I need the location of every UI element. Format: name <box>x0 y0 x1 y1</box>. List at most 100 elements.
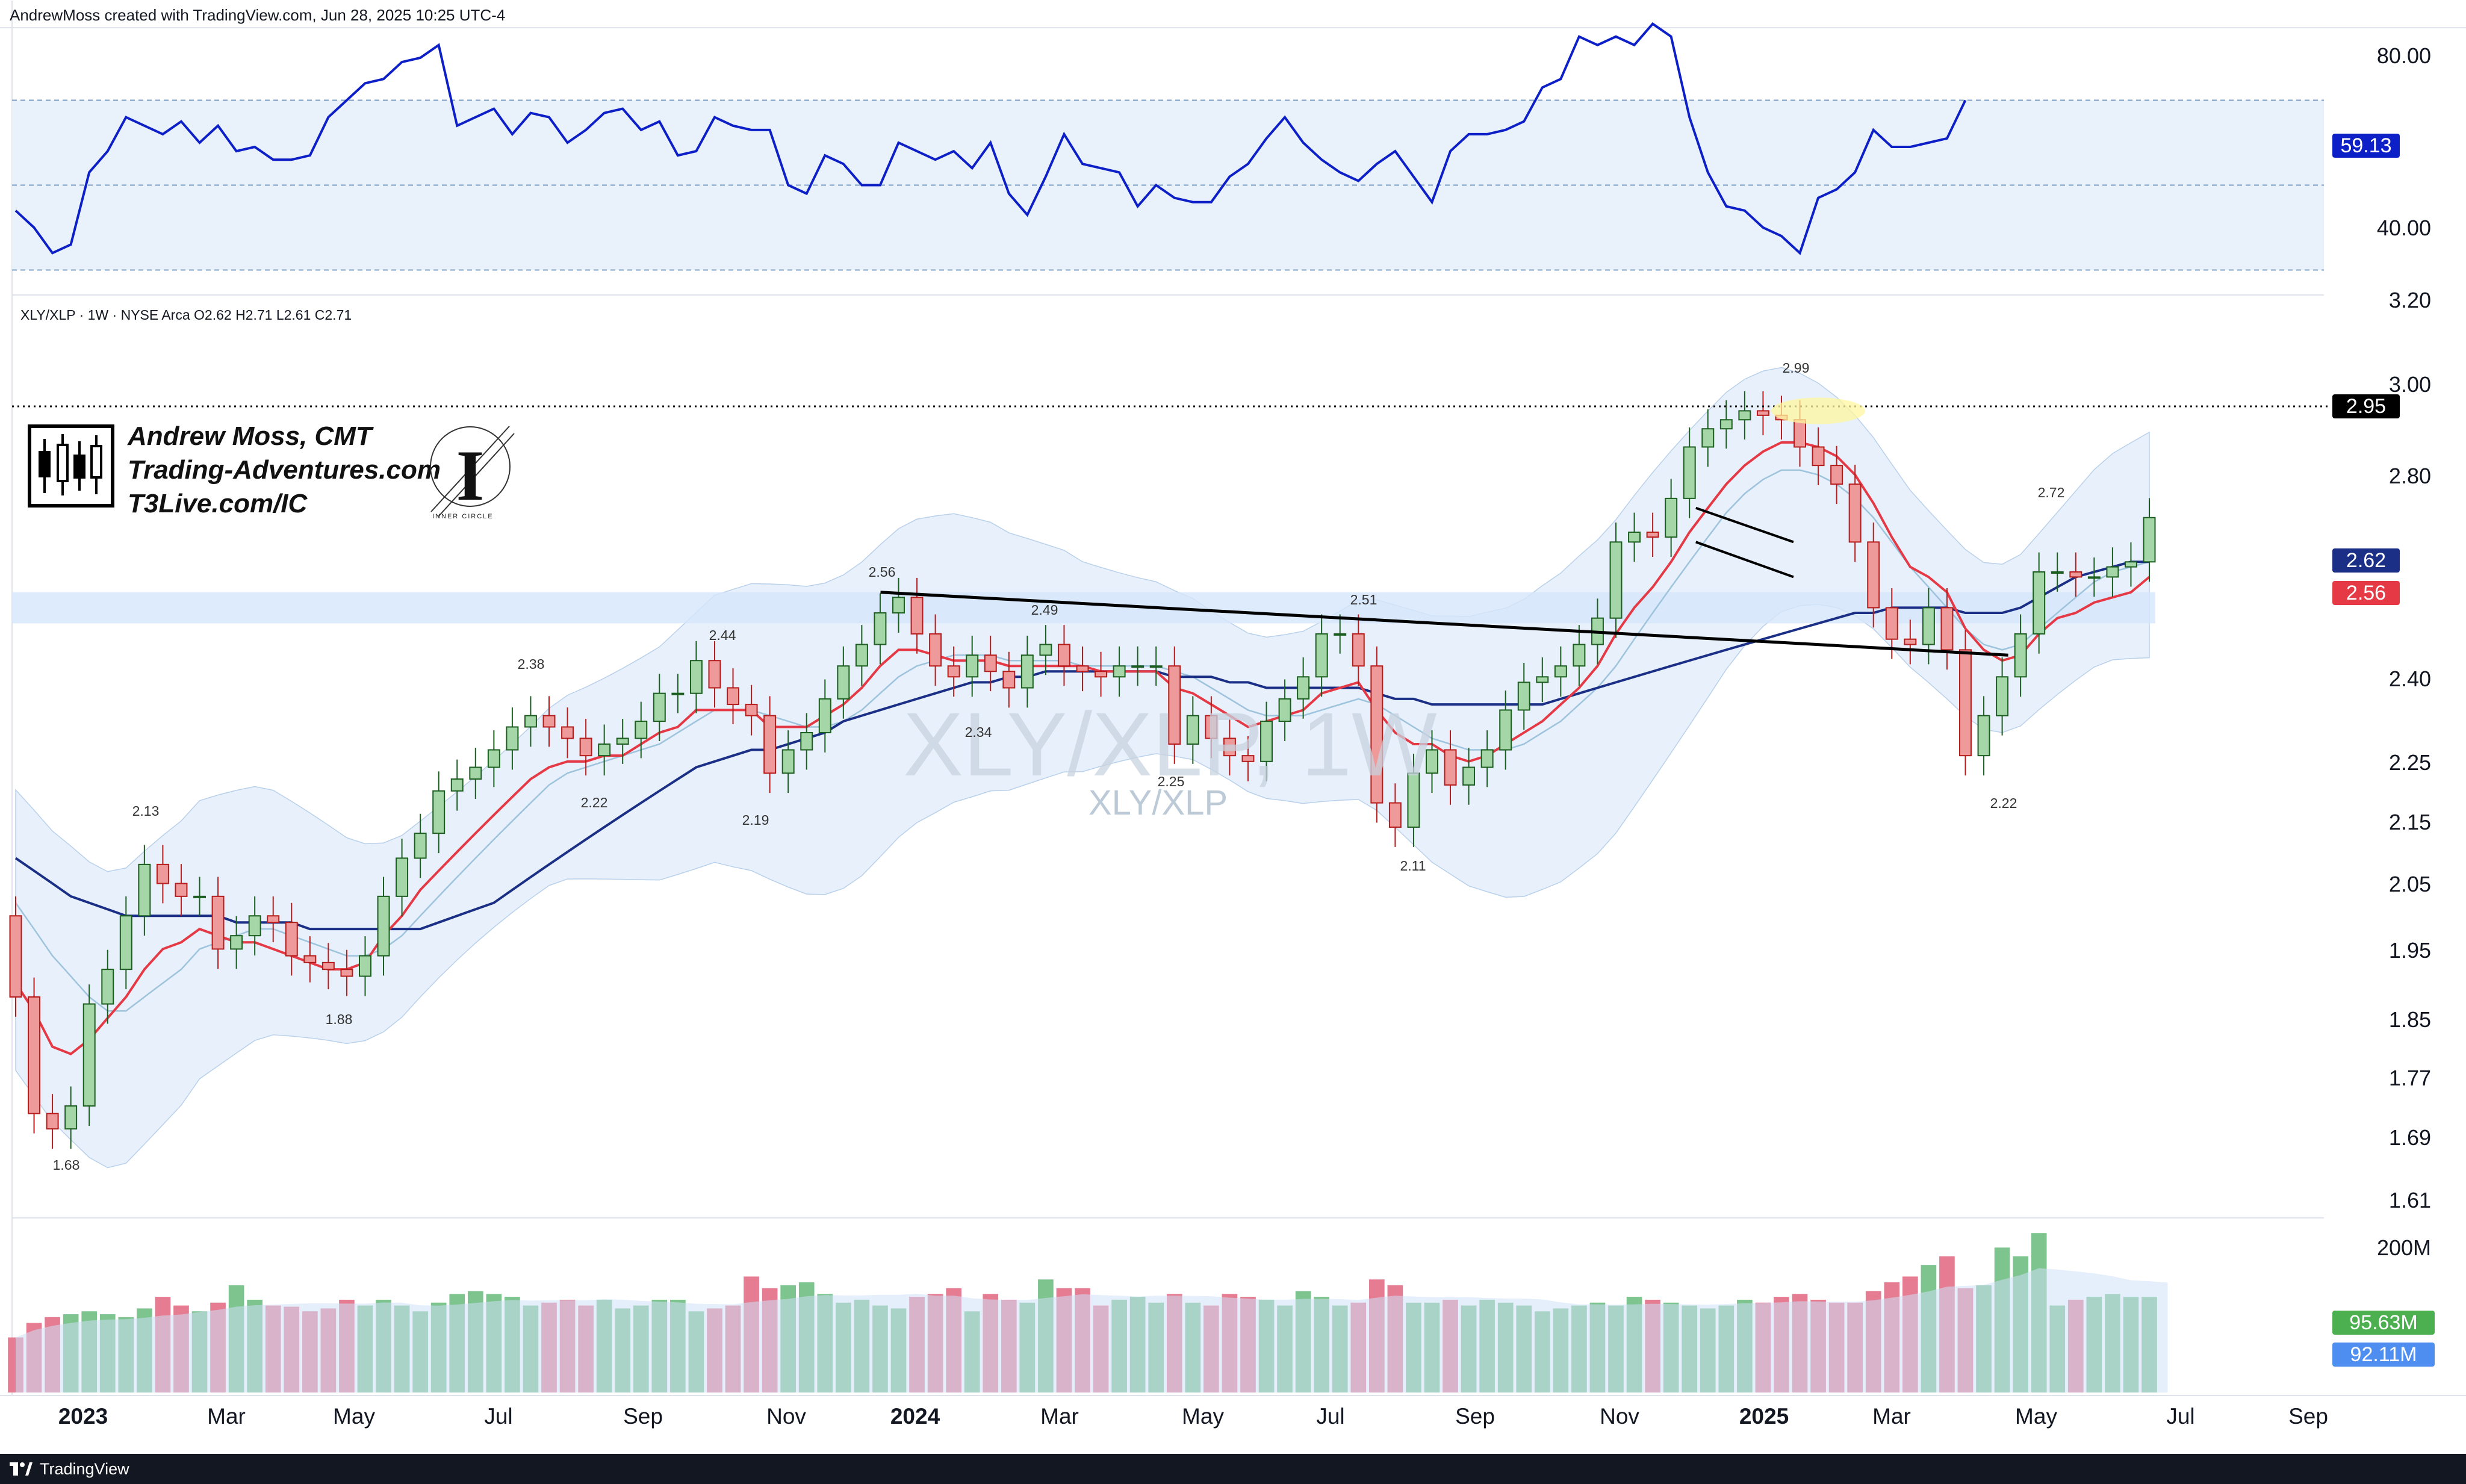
price-annotation: 2.44 <box>709 627 736 643</box>
candle-body <box>1922 607 1935 645</box>
price-tick: 1.77 <box>2388 1066 2431 1090</box>
tradingview-wordmark: TradingView <box>40 1459 129 1478</box>
candle-body <box>340 969 353 977</box>
candle-body <box>156 863 169 884</box>
candle-body <box>1186 715 1199 745</box>
candle-body <box>1223 737 1236 757</box>
price-annotation: 2.38 <box>517 656 545 672</box>
inner-circle-logo-icon: I <box>430 426 515 517</box>
candle-body <box>2051 571 2064 574</box>
candle-body <box>248 915 261 937</box>
candle-body <box>542 715 556 728</box>
price-annotation: 1.68 <box>52 1157 80 1173</box>
candle-body <box>1113 665 1126 678</box>
footer-bar <box>0 1454 2466 1484</box>
candle-body <box>414 833 427 859</box>
tradingview-icon <box>10 1462 33 1476</box>
candle-body <box>1057 644 1070 667</box>
time-axis-label: Nov <box>1600 1404 1639 1429</box>
price-annotation: 2.72 <box>2037 485 2065 500</box>
candle-body <box>855 644 868 667</box>
candle-body <box>800 731 813 751</box>
candle-body <box>1756 410 1769 416</box>
candle-body <box>598 743 611 757</box>
time-axis-label: Sep <box>2288 1404 2328 1429</box>
candle-body <box>46 1113 59 1130</box>
time-axis-label: Jul <box>1316 1404 1345 1429</box>
price-annotation: 2.11 <box>1400 858 1426 874</box>
candle-body <box>1977 715 1990 757</box>
candle-body <box>910 597 924 635</box>
candle-body <box>1076 665 1089 672</box>
ema-value-badge: 2.56 <box>2332 581 2400 605</box>
candle-body <box>1885 607 1898 640</box>
candle-body <box>1002 671 1016 689</box>
candle-body <box>524 715 537 728</box>
inner-circle-caption: INNER CIRCLE <box>432 513 494 520</box>
candle-body <box>579 737 592 757</box>
candle-body <box>984 654 997 672</box>
candle-body <box>175 883 188 897</box>
candle-body <box>1996 676 2009 716</box>
candle-body <box>1131 665 1144 668</box>
trendline <box>880 591 2008 657</box>
candle-body <box>2069 571 2082 578</box>
volume-ma-area <box>16 1268 2168 1392</box>
price-tick: 2.15 <box>2388 810 2431 834</box>
candle-body <box>396 857 409 897</box>
candle-body <box>1959 649 1972 757</box>
candle-body <box>1352 633 1365 667</box>
ma-value-badge: 2.62 <box>2332 548 2400 573</box>
time-axis-label: May <box>1182 1404 1224 1429</box>
candle-body <box>28 996 41 1114</box>
time-axis-label: Mar <box>1040 1404 1079 1429</box>
candle-body <box>1260 721 1273 762</box>
candle-body <box>138 863 151 917</box>
time-axis-label: Jul <box>2166 1404 2195 1429</box>
price-annotation: 2.51 <box>1350 592 1377 607</box>
volume-ma-badge: 92.11M <box>2332 1343 2435 1367</box>
price-tick: 2.25 <box>2388 750 2431 775</box>
candle-body <box>377 895 390 957</box>
candle-body <box>1665 497 1678 538</box>
candle-body <box>635 721 648 739</box>
candle-body <box>1168 665 1181 745</box>
candle-body <box>2106 566 2119 578</box>
price-tick: 1.69 <box>2388 1125 2431 1150</box>
candle-body <box>708 660 721 689</box>
symbol-ohlc-legend[interactable]: XLY/XLP · 1W · NYSE Arca O2.62 H2.71 L2.… <box>20 307 352 323</box>
candle-body <box>1738 410 1751 421</box>
price-annotation: 2.22 <box>1990 795 2017 811</box>
candle-body <box>1536 676 1549 683</box>
time-axis-label: 2023 <box>58 1404 108 1429</box>
candle-body <box>359 955 371 977</box>
candle-body <box>1462 766 1476 786</box>
price-tick: 1.85 <box>2388 1007 2431 1032</box>
price-annotation: 2.56 <box>868 564 896 580</box>
candle-body <box>1794 419 1806 448</box>
price-annotation: 2.13 <box>132 803 160 819</box>
candle-body <box>1020 654 1034 689</box>
candle-body <box>1205 715 1218 739</box>
rsi-line <box>14 22 1967 255</box>
price-annotation: 2.25 <box>1157 774 1185 789</box>
candle-body <box>1573 644 1586 667</box>
watermark-symbol: XLY/XLP, 1W <box>903 694 1437 795</box>
candle-body <box>2033 571 2046 635</box>
time-axis-label: Mar <box>207 1404 246 1429</box>
candle-body <box>1370 665 1384 804</box>
time-axis-label: Nov <box>766 1404 806 1429</box>
candle-body <box>1241 755 1255 762</box>
time-axis-label: 2025 <box>1739 1404 1789 1429</box>
highlight-ellipse <box>1771 397 1866 424</box>
price-tick: 2.80 <box>2388 464 2431 488</box>
candle-body <box>82 1003 96 1107</box>
candle-body <box>1719 419 1733 430</box>
support-zone <box>12 592 2155 624</box>
candle-body <box>1701 428 1715 448</box>
tradingview-logo[interactable]: TradingView <box>10 1459 129 1479</box>
candle-body <box>303 955 317 963</box>
candle-body <box>211 895 225 950</box>
candle-body <box>1904 638 1917 645</box>
candle-body <box>2124 561 2137 568</box>
